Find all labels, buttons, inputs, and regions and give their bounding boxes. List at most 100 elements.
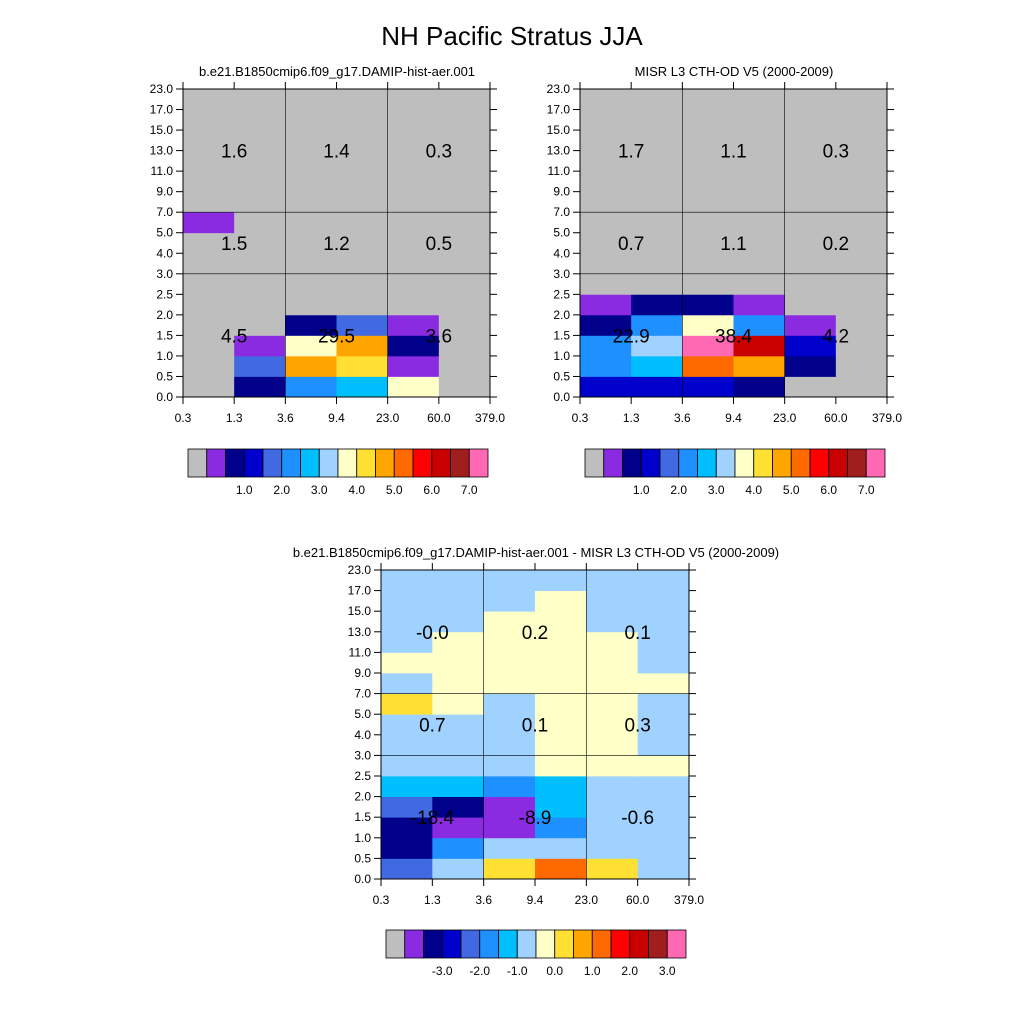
heatmap-cell	[733, 232, 786, 254]
colorbar-label: 2.0	[670, 483, 687, 497]
heatmap-cell	[535, 673, 587, 694]
colorbar-missing-box	[187, 448, 208, 478]
heatmap-cell	[183, 109, 235, 131]
heatmap-cell	[835, 171, 888, 193]
colorbar-box	[640, 448, 661, 478]
heatmap-cell	[381, 817, 433, 839]
colorbar-label: 3.0	[659, 964, 676, 978]
panel-model-title: b.e21.B1850cmip6.f09_g17.DAMIP-hist-aer.…	[199, 64, 475, 79]
heatmap-cell	[438, 171, 491, 193]
heatmap-cell	[336, 335, 389, 357]
heatmap-cell	[637, 631, 690, 653]
heatmap-cell	[535, 631, 587, 653]
heatmap-cell	[432, 693, 485, 715]
colorbar-box	[535, 929, 556, 959]
y-tick-label: 2.5	[156, 287, 173, 301]
heatmap-cell	[682, 150, 734, 172]
colorbar-box	[865, 448, 886, 478]
y-tick-label: 2.0	[553, 308, 570, 322]
heatmap-cell	[535, 570, 587, 591]
heatmap-cell	[483, 673, 536, 694]
heatmap-cell	[285, 109, 337, 131]
y-tick-label: 0.0	[553, 390, 570, 404]
heatmap-cell	[387, 294, 440, 316]
heatmap-cell	[733, 273, 786, 295]
heatmap-cell	[234, 191, 286, 213]
heatmap-cell	[432, 796, 485, 818]
heatmap-cell	[432, 837, 485, 859]
colorbar: 1.0 2.0 3.0 4.0 5.0 6.0 7.0	[187, 448, 489, 497]
heatmap-cell	[234, 130, 286, 151]
heatmap-cell	[835, 253, 888, 275]
heatmap-cell	[835, 191, 888, 213]
y-tick-label: 11.0	[151, 164, 174, 178]
heatmap-cell	[285, 335, 337, 357]
y-tick-label: 15.0	[547, 123, 571, 137]
heatmap-cell	[733, 314, 786, 336]
heatmap-cell	[835, 355, 888, 377]
axes: 0.0 0.5 1.0 1.5 2.0 2.5 3.0 4.0 5.0 7.0 9.0 11.0 13.…	[348, 563, 704, 907]
heatmap-cells	[580, 89, 888, 398]
heatmap-cell	[432, 776, 485, 797]
heatmap-cell	[637, 673, 690, 694]
colorbar-label: 5.0	[386, 483, 403, 497]
colorbar: 1.0 2.0 3.0 4.0 5.0 6.0 7.0	[584, 448, 886, 497]
heatmap-cell	[835, 150, 888, 172]
heatmap-cell	[580, 232, 632, 254]
y-tick-label: 13.0	[547, 144, 571, 158]
heatmap-cell	[438, 212, 491, 234]
group-value-label: 3.6	[426, 326, 452, 347]
heatmap-cell	[336, 232, 389, 254]
heatmap-cell	[285, 376, 337, 398]
colorbar-box	[393, 448, 414, 478]
heatmap-cell	[784, 294, 837, 316]
colorbar-box	[450, 448, 470, 478]
heatmap-cell	[336, 89, 389, 110]
heatmap-cell	[438, 109, 491, 131]
colorbar-box	[318, 448, 339, 478]
group-value-label: -8.9	[519, 808, 552, 829]
heatmap-cell	[835, 109, 888, 131]
colorbar-box	[648, 929, 668, 959]
heatmap-cell	[835, 376, 888, 398]
heatmap-cell	[631, 294, 683, 316]
heatmap-cell	[784, 150, 837, 172]
heatmap-cell	[535, 590, 587, 612]
colorbar-label: 7.0	[461, 483, 478, 497]
y-tick-label: 0.5	[354, 851, 371, 865]
heatmap-cell	[733, 376, 786, 398]
heatmap-cell	[637, 734, 690, 756]
group-value-label: 38.4	[715, 326, 752, 347]
group-value-label: -0.0	[416, 623, 449, 644]
heatmap-cell	[336, 355, 389, 377]
heatmap-cell	[432, 734, 485, 756]
colorbar-label: 3.0	[311, 483, 328, 497]
heatmap-cell	[733, 335, 786, 357]
heatmap-cell	[835, 232, 888, 254]
heatmap-cell	[381, 631, 433, 653]
group-value-label: 29.5	[318, 326, 355, 347]
heatmap-cell	[438, 376, 491, 398]
heatmap-cell	[234, 232, 286, 254]
group-value-label: 0.5	[426, 234, 452, 255]
panel-observation: MISR L3 CTH-OD V5 (2000-2009) 0.00.51.01…	[547, 64, 903, 497]
group-value-labels: -18.4 -8.9 -0.6 0.7 0.1 0.3 -0.0 0.2 0.1	[411, 623, 654, 829]
heatmap-cell	[631, 212, 683, 234]
y-tick-label: 5.0	[156, 226, 173, 240]
heatmap-cell	[183, 355, 235, 377]
heatmap-cell	[535, 755, 587, 777]
heatmap-cell	[784, 314, 837, 336]
x-tick-label: 1.3	[226, 411, 243, 425]
heatmap-cell	[234, 294, 286, 316]
heatmap-cell	[483, 631, 536, 653]
x-tick-label: 379.0	[674, 893, 704, 907]
heatmap-cell	[234, 376, 286, 398]
heatmap-cell	[784, 191, 837, 213]
heatmap-cell	[682, 171, 734, 193]
heatmap-cell	[432, 611, 485, 633]
colorbar-box	[678, 448, 698, 478]
heatmap-cell	[387, 212, 440, 234]
heatmap-cell	[381, 570, 433, 591]
heatmap-cell	[234, 335, 286, 357]
